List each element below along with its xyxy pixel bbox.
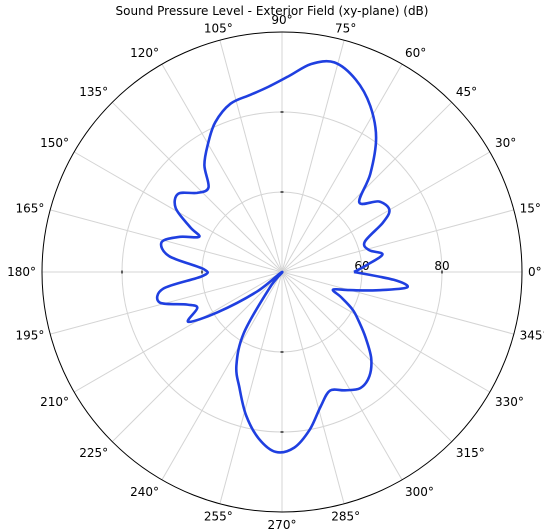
series-line-0 (155, 59, 410, 454)
spoke-line-330 (281, 271, 491, 393)
angle-label-120: 120° (130, 46, 159, 60)
angle-label-75: 75° (335, 21, 356, 35)
angle-label-270: 270° (268, 518, 297, 530)
spoke-line-240 (161, 271, 283, 481)
angle-label-60: 60° (405, 46, 426, 60)
spoke-line-285 (281, 271, 345, 504)
spoke-line-300 (281, 271, 403, 481)
spoke-line-105 (219, 40, 283, 273)
radial-tick-label-80: 80 (434, 259, 449, 273)
spoke-line-75 (281, 40, 345, 273)
angle-label-135: 135° (79, 85, 108, 99)
angle-labels: 0° 15° 30° 45° 60° 75° 90° 105° 120° 135° 150° 165°… (7, 13, 544, 530)
spoke-line-120 (161, 63, 283, 273)
angle-label-165: 165° (15, 201, 44, 215)
angle-label-15: 15° (520, 201, 541, 215)
angle-label-0: 0° (528, 265, 542, 279)
angle-label-180: 180° (7, 265, 36, 279)
angle-label-345: 345° (520, 329, 544, 343)
spoke-line-210 (73, 271, 283, 393)
spoke-line-30 (281, 151, 491, 273)
spoke-line-45 (281, 101, 453, 273)
angle-label-195: 195° (15, 329, 44, 343)
angle-label-210: 210° (40, 395, 69, 409)
spoke-line-15 (281, 209, 514, 273)
angle-label-90: 90° (271, 13, 292, 27)
angle-label-315: 315° (456, 446, 485, 460)
angle-label-300: 300° (405, 485, 434, 499)
angle-label-150: 150° (40, 136, 69, 150)
chart-title: Sound Pressure Level - Exterior Field (x… (115, 4, 429, 18)
radial-tick-labels: 60 80 (354, 259, 449, 273)
angle-label-30: 30° (495, 136, 516, 150)
angle-label-225: 225° (79, 446, 108, 460)
spoke-line-345 (281, 271, 514, 335)
spoke-line-225 (111, 271, 283, 443)
data-series (155, 59, 410, 454)
outer-circle (41, 31, 523, 513)
angle-label-45: 45° (456, 85, 477, 99)
angle-label-105: 105° (204, 21, 233, 35)
polar-grid (41, 31, 523, 513)
spoke-line-315 (281, 271, 453, 443)
angle-label-240: 240° (130, 485, 159, 499)
spoke-line-255 (219, 271, 283, 504)
spoke-line-60 (281, 63, 403, 273)
spoke-line-135 (111, 101, 283, 273)
angle-label-330: 330° (495, 395, 524, 409)
angle-label-255: 255° (204, 510, 233, 524)
spoke-line-165 (50, 209, 283, 273)
angle-label-285: 285° (331, 510, 360, 524)
